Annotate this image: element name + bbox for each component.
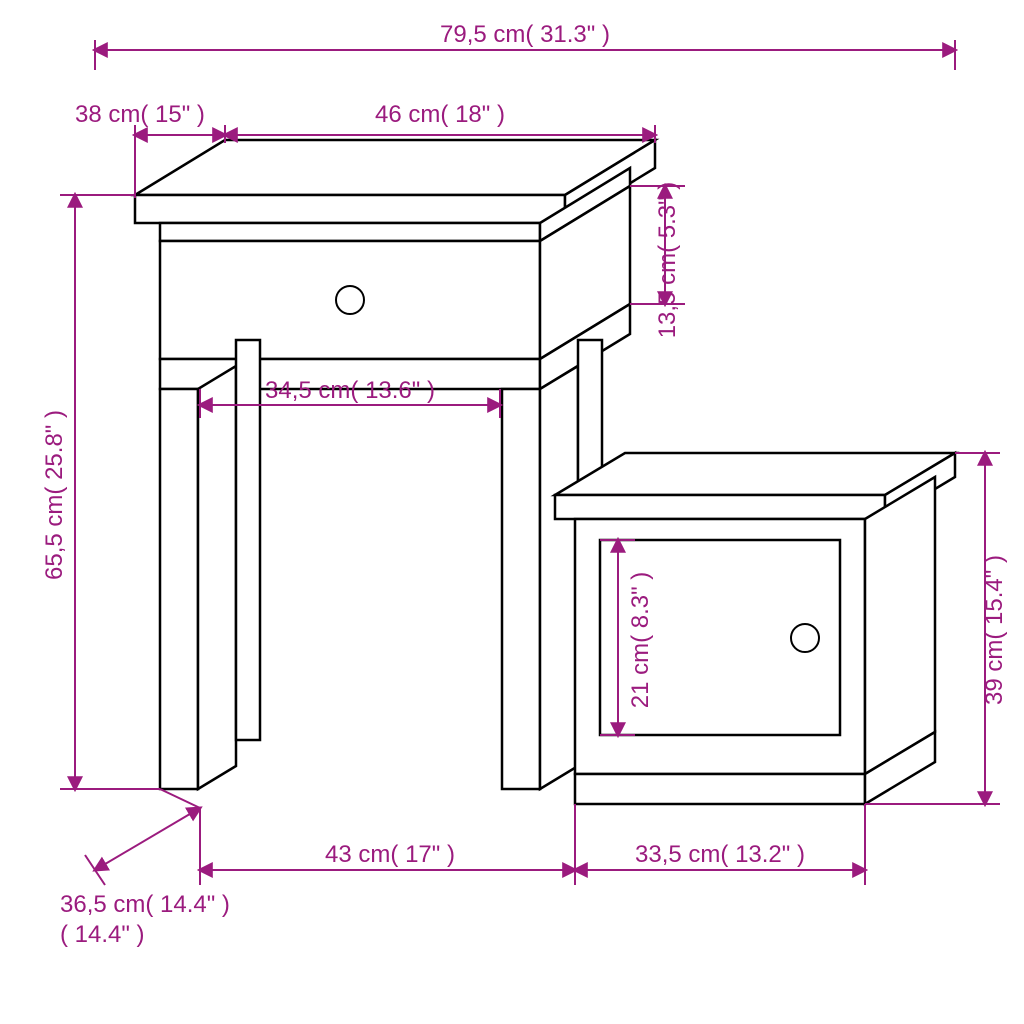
svg-text:65,5 cm( 25.8" ): 65,5 cm( 25.8" )	[41, 410, 68, 580]
drawer-knob-icon	[336, 286, 364, 314]
dim-tall-top-width: 46 cm( 18" )	[225, 101, 655, 143]
dim-drawer-height: 13,5 cm( 5.3" )	[630, 182, 685, 339]
svg-text:46 cm( 18" ): 46 cm( 18" )	[375, 101, 505, 128]
svg-text:36,5 cm( 14.4" ): 36,5 cm( 14.4" )	[60, 891, 230, 918]
svg-text:33,5 cm( 13.2" ): 33,5 cm( 13.2" )	[635, 841, 805, 868]
dim-overall-height: 65,5 cm( 25.8" )	[41, 195, 160, 789]
svg-text:21 cm( 8.3" ): 21 cm( 8.3" )	[627, 572, 654, 709]
dim-overall-width: 79,5 cm( 31.3" )	[95, 21, 955, 70]
dim-short-base-width: 33,5 cm( 13.2" )	[575, 804, 865, 885]
svg-text:( 14.4" ): ( 14.4" )	[60, 921, 145, 948]
dim-tall-base-width: 43 cm( 17" )	[200, 804, 575, 885]
svg-text:43 cm( 17" ): 43 cm( 17" )	[325, 841, 455, 868]
dimension-diagram: 79,5 cm( 31.3" ) 38 cm( 15" ) 46 cm( 18"…	[0, 0, 1024, 1024]
svg-text:39 cm( 15.4" ): 39 cm( 15.4" )	[981, 555, 1008, 705]
short-unit	[555, 453, 955, 804]
svg-text:38 cm( 15" ): 38 cm( 15" )	[75, 101, 205, 128]
door-knob-icon	[791, 624, 819, 652]
dim-base-depth: 36,5 cm( 14.4" ) ( 14.4" )	[60, 789, 230, 948]
svg-text:79,5 cm( 31.3" ): 79,5 cm( 31.3" )	[440, 21, 610, 48]
svg-text:13,5 cm( 5.3" ): 13,5 cm( 5.3" )	[654, 182, 681, 339]
svg-text:34,5 cm( 13.6" ): 34,5 cm( 13.6" )	[265, 377, 435, 404]
